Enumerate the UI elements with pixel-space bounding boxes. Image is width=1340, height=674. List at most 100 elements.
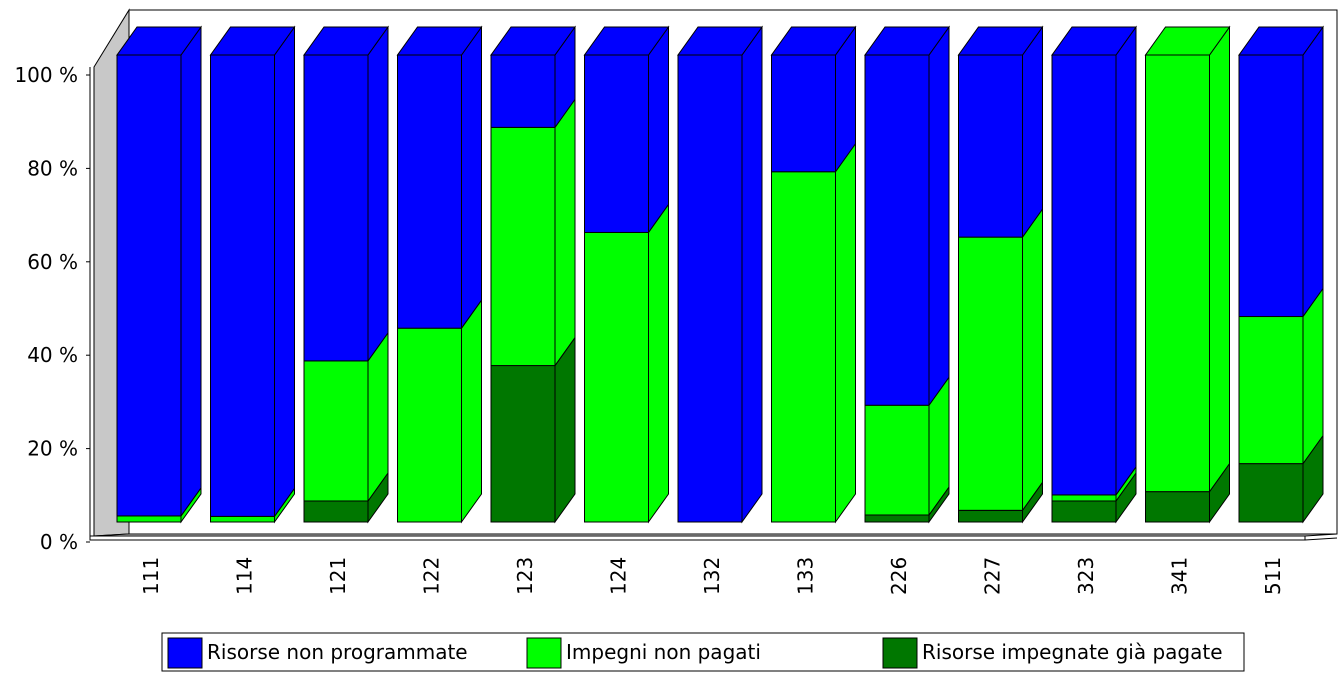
- bar-segment: [771, 54, 836, 173]
- bar-segment: [958, 236, 1023, 511]
- bar-top: [957, 26, 1044, 56]
- bar-segment: [116, 515, 182, 523]
- bar-segment: [490, 54, 556, 128]
- bar-top: [116, 26, 202, 56]
- x-tick-label: 114: [233, 557, 257, 595]
- legend-label: Risorse non programmate: [207, 640, 468, 664]
- bars: [116, 25, 1324, 524]
- bar-114: [209, 25, 296, 524]
- y-tick-label: 0 %: [40, 530, 78, 554]
- bar-top: [303, 26, 389, 56]
- bar-segment: [864, 514, 930, 523]
- bar-top: [770, 26, 857, 56]
- bar-segment: [1238, 54, 1304, 318]
- x-tick-label: 121: [326, 557, 350, 595]
- bar-segment-side: [554, 97, 576, 368]
- x-tick-label: 511: [1261, 557, 1285, 595]
- bar-121: [303, 25, 389, 524]
- y-tick-label: 40 %: [27, 343, 78, 367]
- floor-edge: [89, 535, 1306, 541]
- bar-segment: [771, 171, 836, 523]
- y-tick-label: 20 %: [27, 437, 78, 461]
- y-tick-label: 80 %: [27, 156, 78, 180]
- y-axis: 0 % 20 % 40 % 60 % 80 % 100 %: [14, 63, 91, 554]
- bar-top: [583, 26, 670, 56]
- bar-segment-side: [1115, 25, 1137, 497]
- bar-323: [1051, 25, 1137, 524]
- floor-edge-line: [1304, 537, 1338, 541]
- x-tick-label: 124: [607, 557, 631, 595]
- legend-label: Impegni non pagati: [566, 640, 761, 664]
- x-tick-label: 323: [1074, 557, 1098, 595]
- bar-segment: [1051, 54, 1117, 496]
- bar-122: [396, 25, 483, 524]
- bar-segment: [490, 126, 556, 367]
- legend-box: [161, 632, 1245, 672]
- bar-segment-side: [1022, 207, 1043, 512]
- bar-segment: [303, 360, 369, 502]
- bar-top: [1144, 26, 1231, 56]
- bar-111: [116, 25, 202, 524]
- x-tick-label: 133: [794, 557, 818, 595]
- bar-segment: [864, 404, 930, 516]
- x-axis: 111 114 121 122 123 124 132 133 226 227 323 341 511: [139, 557, 1285, 595]
- bar-segment: [864, 54, 930, 406]
- bar-segment-side: [1302, 25, 1324, 319]
- bar-segment: [1238, 463, 1304, 523]
- bar-segment: [210, 515, 275, 523]
- x-tick-label: 132: [700, 557, 724, 595]
- bar-top: [864, 26, 950, 56]
- y-tick-label: 60 %: [27, 250, 78, 274]
- x-tick-label: 111: [139, 557, 163, 595]
- bar-segment-side: [835, 142, 856, 524]
- bar-segment-side: [1022, 25, 1043, 239]
- bar-segment: [958, 509, 1023, 523]
- bar-segment: [303, 500, 369, 523]
- x-tick-label: 123: [513, 557, 537, 595]
- bar-segment-side: [928, 25, 950, 407]
- bar-top: [1238, 26, 1324, 56]
- bar-segment: [490, 365, 556, 523]
- bar-segment: [397, 54, 462, 329]
- legend: Risorse non programmate Impegni non pagat…: [161, 632, 1245, 672]
- bar-segment-side: [274, 25, 295, 518]
- bar-top: [677, 26, 763, 56]
- bar-segment-side: [554, 335, 576, 524]
- bar-segment-side: [1209, 25, 1230, 494]
- x-tick-label: 226: [887, 557, 911, 595]
- bar-segment-side: [1302, 286, 1324, 466]
- bar-top: [396, 26, 483, 56]
- bar-segment: [116, 54, 182, 517]
- bar-341: [1144, 25, 1231, 524]
- bar-segment: [210, 54, 275, 517]
- bar-top: [1051, 26, 1137, 56]
- bar-top: [490, 26, 576, 56]
- legend-swatch: [167, 637, 203, 669]
- bar-segment: [584, 231, 649, 523]
- bar-segment-side: [180, 25, 202, 518]
- bar-segment: [958, 54, 1023, 238]
- bar-133: [770, 25, 857, 524]
- bar-124: [583, 25, 670, 524]
- bar-segment-side: [648, 202, 669, 524]
- bar-segment: [1145, 491, 1210, 523]
- bar-segment-side: [461, 298, 482, 524]
- bar-segment: [397, 327, 462, 523]
- bar-132: [677, 25, 763, 524]
- bar-123: [490, 25, 576, 524]
- x-tick-label: 341: [1168, 557, 1192, 595]
- x-tick-label: 227: [981, 557, 1005, 595]
- bar-segment: [677, 54, 743, 523]
- bar-segment-side: [741, 25, 763, 524]
- x-tick-label: 122: [420, 557, 444, 595]
- bar-511: [1238, 25, 1324, 524]
- bar-227: [957, 25, 1044, 524]
- bar-segment-side: [648, 25, 669, 235]
- bar-segment: [584, 54, 649, 233]
- legend-label: Risorse impegnate già pagate: [922, 640, 1223, 664]
- bar-segment-side: [367, 25, 389, 363]
- bar-segment: [1051, 500, 1117, 523]
- bar-segment: [303, 54, 369, 362]
- bar-segment: [1051, 494, 1117, 502]
